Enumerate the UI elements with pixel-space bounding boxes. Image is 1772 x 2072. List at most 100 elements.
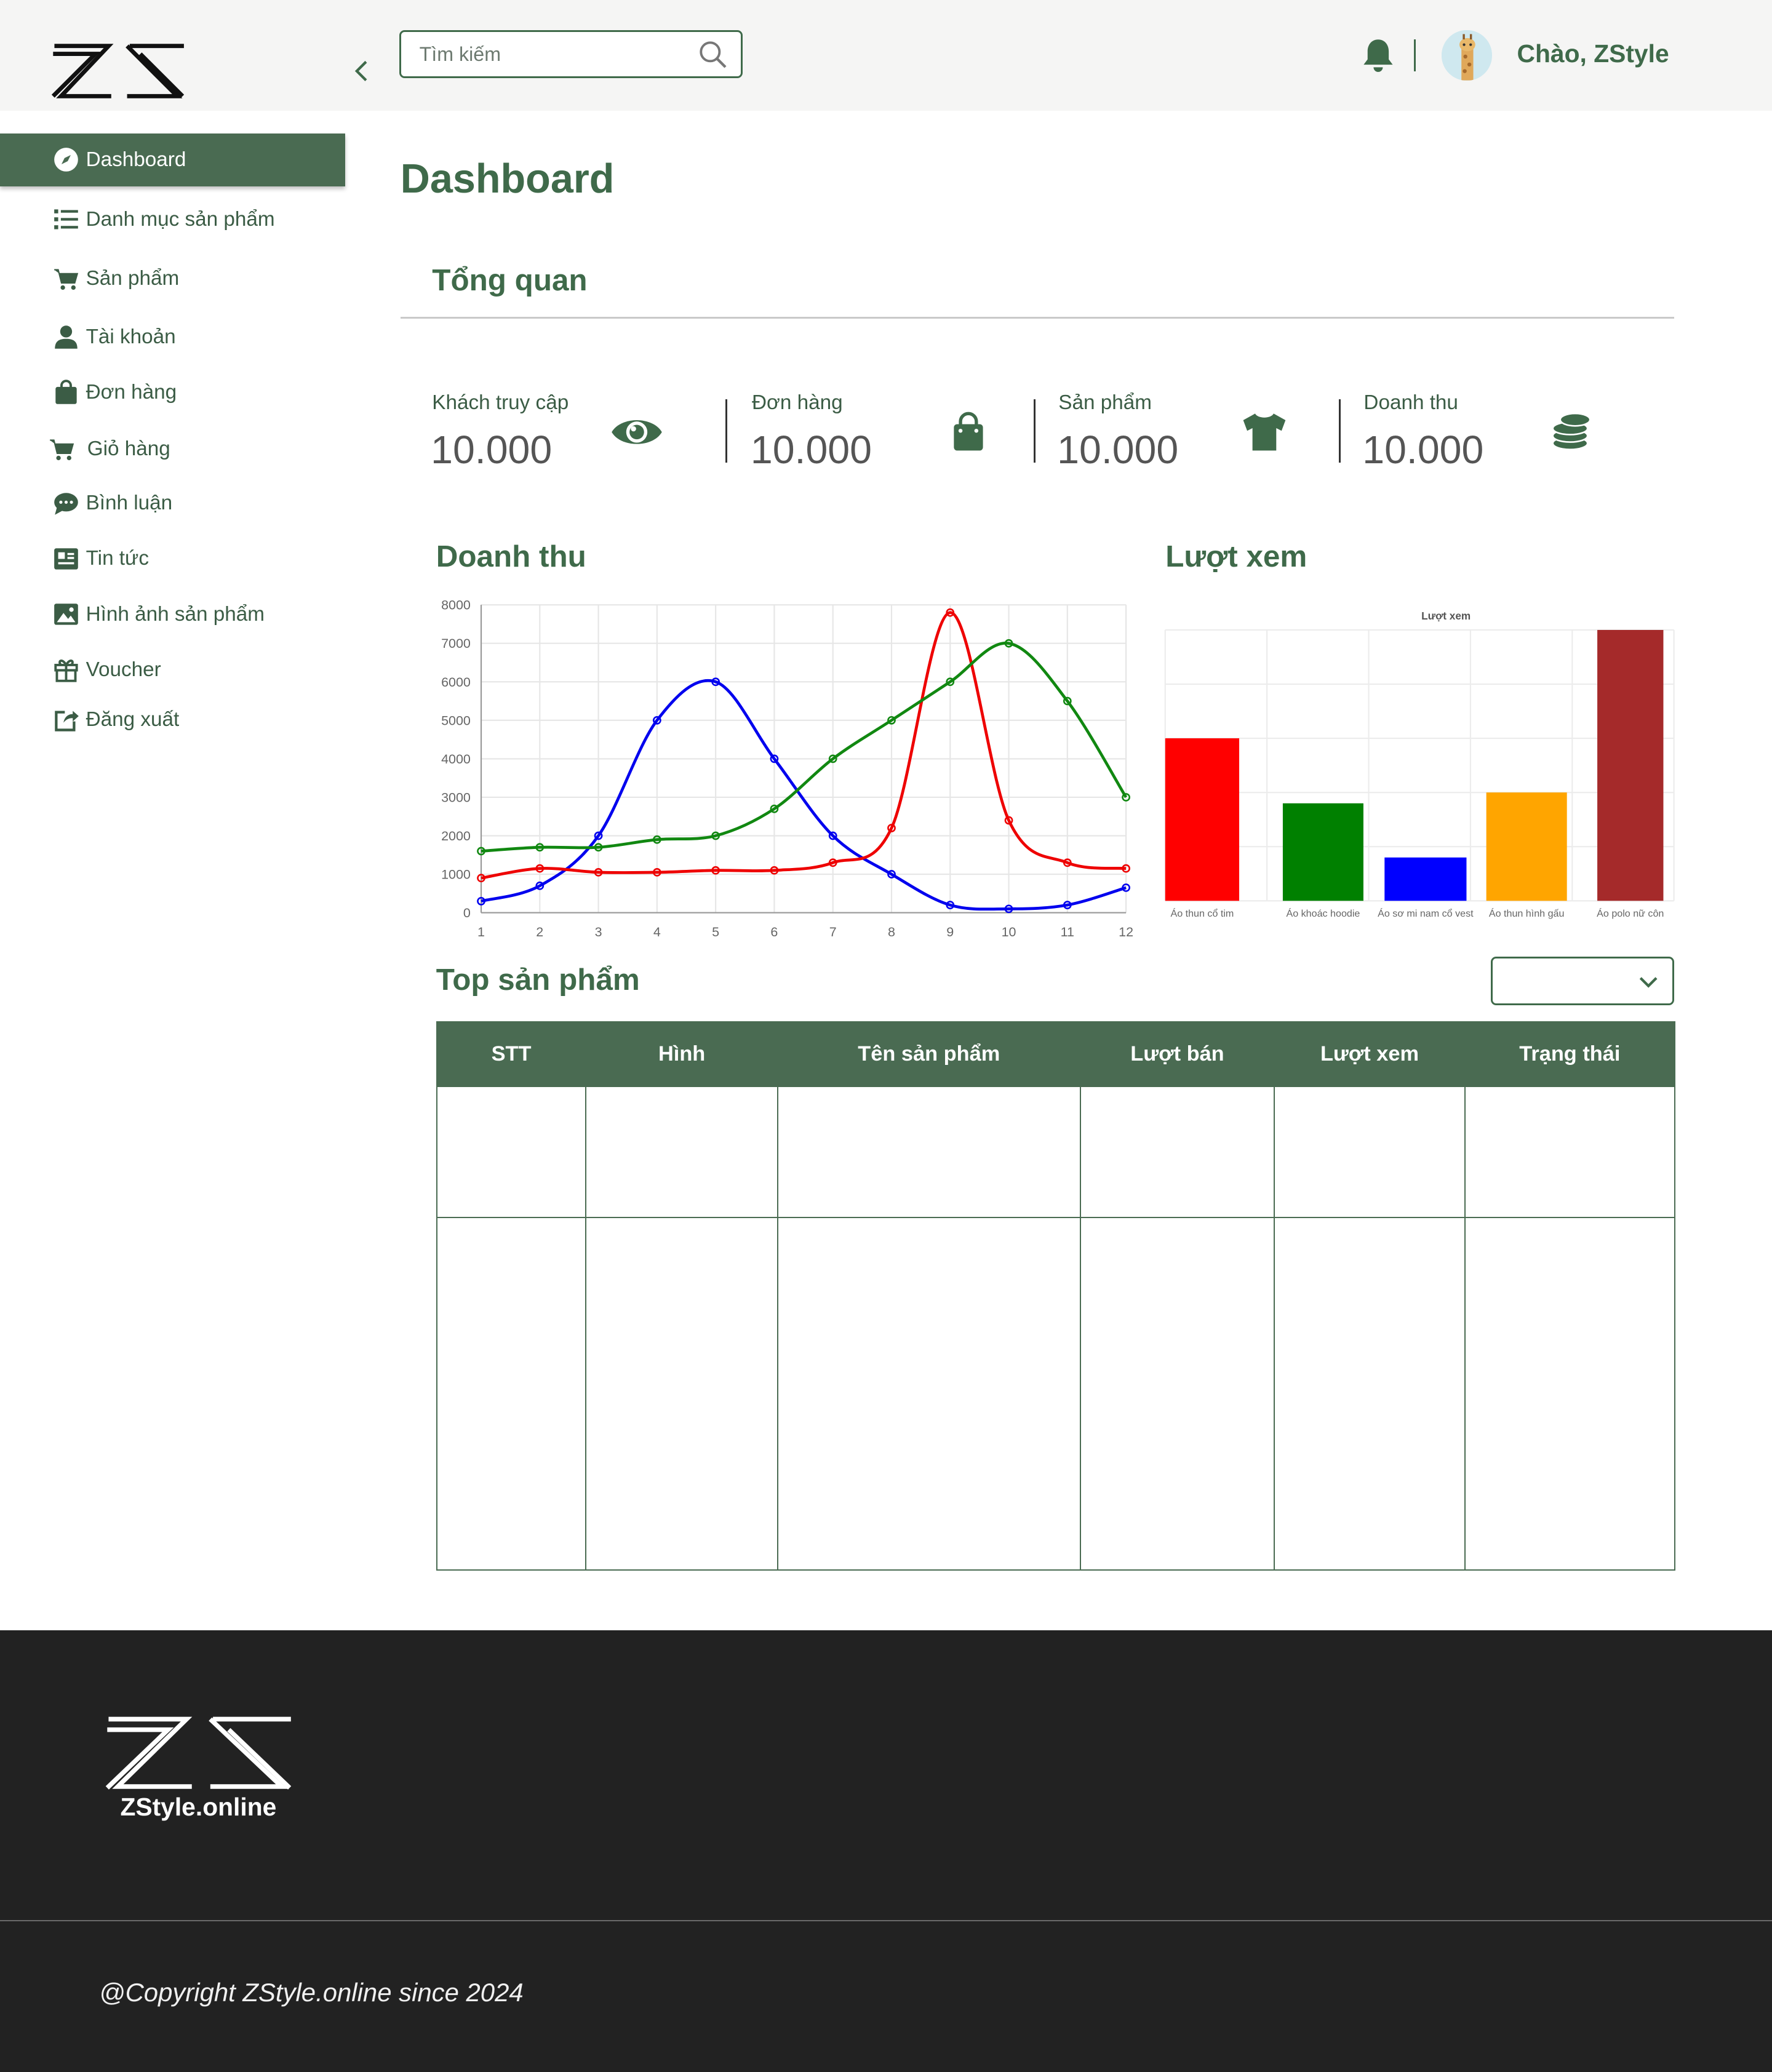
series-line-2 xyxy=(481,611,1127,880)
table-cell xyxy=(776,1216,1081,1571)
bar-4 xyxy=(1487,792,1568,901)
col-header-status[interactable]: Trạng thái xyxy=(1464,1021,1676,1088)
top-header xyxy=(0,0,1772,111)
data-point xyxy=(1004,816,1013,825)
data-point xyxy=(652,868,661,877)
footer xyxy=(0,1630,1772,2072)
sidebar-item-news[interactable]: Tin tức xyxy=(0,533,345,586)
stat-divider xyxy=(725,399,728,463)
data-point xyxy=(535,864,544,873)
x-tick-label: 4 xyxy=(653,925,661,940)
x-tick-label: 6 xyxy=(770,925,778,940)
sidebar-item-products[interactable]: Sản phẩm xyxy=(0,252,345,305)
header-divider xyxy=(1414,39,1416,71)
footer-divider xyxy=(0,1919,1772,1921)
shirt-icon xyxy=(1243,413,1286,451)
col-header-image[interactable]: Hình xyxy=(585,1021,778,1088)
overview-title: Tổng quan xyxy=(432,263,588,298)
sidebar-item-voucher[interactable]: Voucher xyxy=(0,644,345,696)
chat-icon xyxy=(54,493,78,515)
newspaper-icon xyxy=(54,548,78,570)
stat-revenue-value: 10.000 xyxy=(1362,427,1484,472)
y-tick-label: 6000 xyxy=(441,675,471,690)
sidebar-item-label: Bình luận xyxy=(86,492,173,515)
y-tick-label: 7000 xyxy=(441,637,471,651)
sidebar-item-label: Đơn hàng xyxy=(86,380,177,404)
bell-icon[interactable] xyxy=(1361,37,1395,74)
data-point xyxy=(711,832,720,840)
sidebar-item-cart[interactable]: Giỏ hàng xyxy=(0,423,345,476)
table-cell xyxy=(1274,1216,1466,1571)
table-cell xyxy=(776,1086,1081,1218)
x-tick-label: 8 xyxy=(888,925,895,940)
data-point xyxy=(946,677,954,687)
sidebar-item-logout[interactable]: Đăng xuất xyxy=(0,694,345,747)
cart-icon xyxy=(50,439,74,460)
data-point xyxy=(535,843,544,852)
data-point xyxy=(1004,904,1013,914)
sidebar-item-label: Dashboard xyxy=(86,148,186,171)
table-cell xyxy=(1274,1086,1466,1218)
table-cell xyxy=(436,1086,587,1218)
sidebar-item-comments[interactable]: Bình luận xyxy=(0,477,345,530)
x-tick-label: Áo thun hình gấu xyxy=(1489,907,1565,919)
table-cell xyxy=(436,1216,587,1571)
compass-icon xyxy=(54,148,78,172)
col-header-views[interactable]: Lượt xem xyxy=(1274,1021,1466,1088)
search-box xyxy=(399,30,743,78)
col-header-product-name[interactable]: Tên sản phẩm xyxy=(776,1021,1081,1088)
table-cell xyxy=(585,1086,778,1218)
data-point xyxy=(887,870,896,879)
bag-icon xyxy=(55,380,77,405)
stat-orders-value: 10.000 xyxy=(750,427,872,472)
bar-chart-title: Lượt xem xyxy=(1422,610,1471,622)
search-input[interactable] xyxy=(417,32,700,78)
data-point xyxy=(1121,883,1130,893)
zs-logo[interactable] xyxy=(50,39,188,103)
filter-select[interactable] xyxy=(1490,956,1675,1006)
chevron-left-icon[interactable] xyxy=(349,58,375,84)
sidebar-item-categories[interactable]: Danh mục sản phẩm xyxy=(0,193,345,246)
table-cell xyxy=(1464,1216,1676,1571)
data-point xyxy=(828,858,837,867)
x-tick-label: 12 xyxy=(1119,925,1133,940)
x-tick-label: 7 xyxy=(829,925,836,940)
zs-footer-logo[interactable] xyxy=(105,1715,298,1792)
user-icon xyxy=(55,325,78,349)
table-cell xyxy=(1079,1086,1275,1218)
data-point xyxy=(476,847,485,856)
gift-icon xyxy=(54,659,78,683)
x-tick-label: 9 xyxy=(946,925,954,940)
table-cell xyxy=(585,1216,778,1571)
sidebar-item-label: Sản phẩm xyxy=(86,267,180,290)
x-tick-label: 3 xyxy=(594,925,602,940)
logout-icon xyxy=(55,711,79,731)
data-point xyxy=(946,901,954,910)
sidebar-item-dashboard[interactable]: Dashboard xyxy=(0,133,345,186)
x-tick-label: Áo khoác hoodie xyxy=(1287,907,1360,919)
x-tick-label: 5 xyxy=(712,925,719,940)
bag-icon xyxy=(954,412,983,451)
data-point xyxy=(1063,901,1072,910)
avatar[interactable] xyxy=(1442,30,1492,81)
sidebar-item-accounts[interactable]: Tài khoản xyxy=(0,311,345,364)
search-icon[interactable] xyxy=(698,40,727,69)
greeting-text: Chào, ZStyle xyxy=(1517,39,1669,68)
stat-divider xyxy=(1033,399,1036,463)
sidebar-item-product-images[interactable]: Hình ảnh sản phẩm xyxy=(0,588,345,641)
col-header-stt[interactable]: STT xyxy=(436,1021,587,1088)
stat-products-label: Sản phẩm xyxy=(1058,391,1152,414)
coins-icon xyxy=(1551,412,1591,450)
bar-1 xyxy=(1165,738,1240,901)
chevron-down-icon xyxy=(1640,977,1658,989)
sidebar-item-orders[interactable]: Đơn hàng xyxy=(0,366,345,419)
sidebar-item-label: Giỏ hàng xyxy=(87,437,170,461)
col-header-sold[interactable]: Lượt bán xyxy=(1079,1021,1275,1088)
series-line-3 xyxy=(481,642,1127,853)
data-point xyxy=(711,866,720,875)
data-point xyxy=(1121,864,1130,873)
table-cell xyxy=(1079,1216,1275,1571)
y-tick-label: 4000 xyxy=(441,752,471,767)
stat-visitors-value: 10.000 xyxy=(431,427,553,472)
